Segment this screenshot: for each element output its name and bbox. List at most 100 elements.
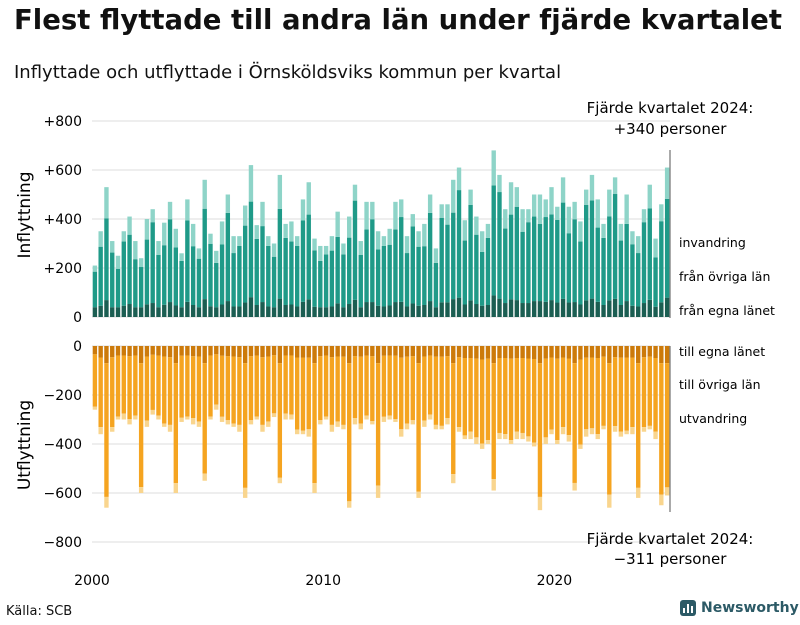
outflow-emigration-bar [231, 423, 236, 427]
outflow-emigration-bar [526, 436, 531, 442]
inflow-other-counties-bar [647, 208, 652, 300]
inflow-own-county-bar [341, 307, 346, 317]
inflow-other-counties-bar [214, 262, 219, 308]
inflow-own-county-bar [445, 302, 450, 317]
outflow-own-county-bar [283, 346, 288, 356]
outflow-emigration-bar [462, 435, 467, 440]
outflow-other-counties-bar [653, 358, 658, 432]
inflow-immigration-bar [162, 222, 167, 246]
inflow-other-counties-bar [641, 222, 647, 304]
outflow-own-county-bar [179, 346, 184, 356]
outflow-other-counties-bar [231, 356, 236, 424]
outflow-own-county-bar [202, 346, 207, 364]
inflow-own-county-bar [335, 303, 340, 317]
bar-chart-icon [680, 600, 696, 616]
outflow-emigration-bar [664, 487, 670, 496]
outflow-emigration-bar [514, 431, 520, 440]
inflow-immigration-bar [595, 199, 600, 228]
outflow-emigration-bar [520, 432, 525, 440]
outflow-own-county-bar [341, 346, 346, 357]
outflow-emigration-bar [179, 417, 184, 422]
inflow-other-counties-bar [451, 212, 456, 300]
legend-invandring: invandring [679, 235, 746, 250]
inflow-own-county-bar [225, 301, 231, 317]
inflow-immigration-bar [121, 231, 126, 242]
inflow-immigration-bar [560, 177, 566, 203]
inflow-other-counties-bar [497, 192, 502, 299]
outflow-other-counties-bar [543, 358, 548, 438]
outflow-other-counties-bar [127, 356, 132, 420]
outflow-own-county-bar [503, 346, 508, 359]
inflow-own-county-bar [572, 302, 577, 317]
inflow-own-county-bar [503, 303, 508, 317]
outflow-other-counties-bar [555, 358, 560, 441]
inflow-other-counties-bar [462, 240, 467, 305]
outflow-other-counties-bar [185, 355, 190, 417]
outflow-own-county-bar [612, 346, 618, 358]
inflow-own-county-bar [624, 301, 629, 317]
outflow-other-counties-bar [144, 356, 150, 421]
inflow-own-county-bar [318, 307, 323, 317]
outflow-own-county-bar [237, 346, 242, 358]
outflow-emigration-bar [219, 416, 225, 422]
outflow-own-county-bar [242, 346, 248, 364]
outflow-emigration-bar [381, 416, 387, 422]
outflow-emigration-bar [271, 413, 277, 418]
outflow-emigration-bar [503, 434, 508, 440]
inflow-other-counties-bar [445, 224, 450, 303]
inflow-own-county-bar [289, 304, 294, 317]
inflow-immigration-bar [508, 182, 514, 215]
inflow-other-counties-bar [127, 234, 132, 305]
inflow-own-county-bar [526, 303, 531, 317]
outflow-other-counties-bar [410, 356, 415, 421]
outflow-other-counties-bar [110, 357, 115, 428]
outflow-emigration-bar [647, 425, 652, 430]
inflow-immigration-bar [468, 189, 473, 205]
inflow-immigration-bar [295, 236, 300, 246]
outflow-own-county-bar [474, 346, 479, 359]
inflow-other-counties-bar [566, 233, 572, 303]
outflow-own-county-bar [607, 346, 612, 364]
outflow-other-counties-bar [162, 356, 167, 424]
outflow-own-county-bar [364, 346, 369, 356]
outflow-own-county-bar [375, 346, 381, 364]
outflow-other-counties-bar [329, 357, 335, 425]
inflow-own-county-bar [578, 304, 583, 317]
newsworthy-logo: Newsworthy [680, 600, 799, 616]
outflow-own-county-bar [560, 346, 566, 358]
outflow-own-county-bar [422, 346, 427, 357]
inflow-other-counties-bar [456, 190, 462, 298]
outflow-other-counties-bar [618, 357, 624, 432]
inflow-immigration-bar [271, 243, 277, 257]
inflow-other-counties-bar [248, 201, 254, 298]
outflow-emigration-bar [144, 420, 150, 427]
inflow-own-county-bar [485, 304, 491, 317]
outflow-other-counties-bar [636, 363, 641, 488]
inflow-immigration-bar [219, 221, 225, 245]
inflow-other-counties-bar [485, 237, 491, 305]
inflow-immigration-bar [578, 221, 583, 242]
outflow-own-county-bar [335, 346, 340, 357]
outflow-own-county-bar [393, 346, 398, 356]
outflow-other-counties-bar [578, 359, 583, 445]
outflow-other-counties-bar [416, 363, 421, 492]
inflow-immigration-bar [531, 194, 537, 217]
inflow-own-county-bar [156, 307, 161, 317]
inflow-other-counties-bar [387, 244, 392, 306]
outflow-own-county-bar [323, 346, 329, 356]
outflow-emigration-bar [295, 429, 300, 435]
inflow-immigration-bar [503, 209, 508, 229]
inflow-immigration-bar [115, 255, 121, 269]
inflow-own-county-bar [179, 307, 184, 317]
inflow-other-counties-bar [474, 234, 479, 305]
inflow-immigration-bar [214, 250, 219, 263]
outflow-emigration-bar [531, 442, 537, 447]
outflow-emigration-bar [156, 415, 161, 420]
inflow-immigration-bar [491, 150, 496, 186]
inflow-own-county-bar [98, 305, 103, 317]
inflow-other-counties-bar [323, 254, 329, 308]
inflow-own-county-bar [531, 301, 537, 317]
inflow-immigration-bar [520, 209, 525, 232]
outflow-other-counties-bar [283, 355, 288, 414]
outflow-own-county-bar [133, 346, 138, 356]
